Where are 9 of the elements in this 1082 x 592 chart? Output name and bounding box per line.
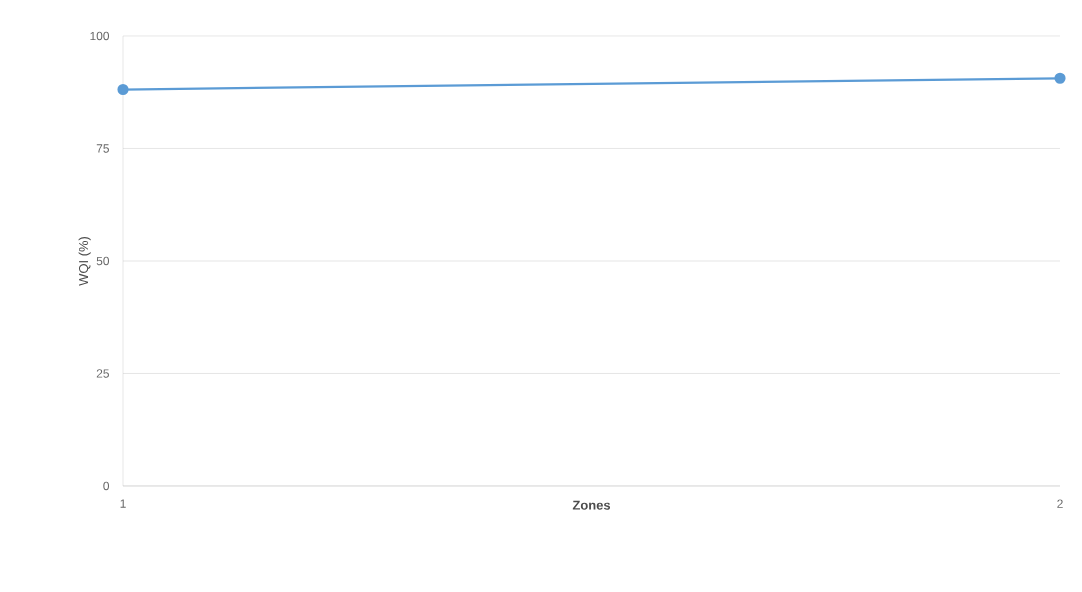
x-tick-label: 1 — [120, 499, 126, 508]
x-axis-title: Zones — [572, 500, 611, 510]
y-tick-label: 25 — [96, 369, 109, 378]
x-tick-label: 2 — [1057, 499, 1063, 508]
y-tick-label: 50 — [96, 256, 110, 266]
y-axis-title: WQI (%) — [78, 236, 91, 286]
y-tick-label: 100 — [90, 31, 110, 41]
y-tick-label: 75 — [96, 144, 109, 153]
y-tick-label: 0 — [103, 481, 110, 491]
